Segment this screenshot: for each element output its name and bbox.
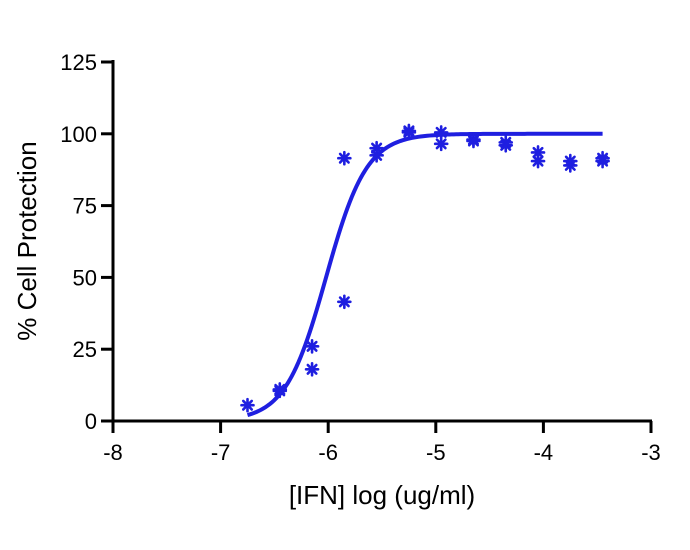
axes-layer bbox=[111, 60, 652, 423]
data-point-22 bbox=[595, 153, 610, 169]
x-tick-label-2: -6 bbox=[318, 440, 338, 465]
y-tick-label-2: 50 bbox=[73, 265, 97, 290]
data-point-14 bbox=[466, 132, 481, 147]
x-tick-label-4: -4 bbox=[534, 440, 554, 465]
data-point-5 bbox=[337, 150, 352, 166]
x-tick-label-5: -3 bbox=[641, 440, 661, 465]
x-tick-label-1: -7 bbox=[211, 440, 231, 465]
fit-curve bbox=[246, 131, 603, 418]
y-tick-label-3: 75 bbox=[73, 194, 97, 219]
data-point-6 bbox=[337, 294, 352, 310]
data-point-10 bbox=[401, 123, 417, 139]
data-point-3 bbox=[304, 339, 320, 354]
data-point-17 bbox=[530, 145, 546, 160]
ticks-layer: 0 25 50 75 100 125 -8 -7 -6 -5 -4 -3 bbox=[60, 50, 661, 465]
data-point-2 bbox=[272, 382, 288, 397]
data-point-18 bbox=[530, 153, 546, 169]
fit-curve-layer bbox=[246, 131, 603, 418]
x-axis-title: [IFN] log (ug/ml) bbox=[289, 480, 475, 510]
data-point-8 bbox=[369, 148, 384, 163]
data-point-4 bbox=[304, 362, 320, 377]
y-tick-label-4: 100 bbox=[60, 122, 97, 147]
y-tick-label-5: 125 bbox=[60, 50, 97, 75]
data-points-layer bbox=[240, 123, 610, 413]
y-axis-title: % Cell Protection bbox=[12, 141, 42, 340]
data-point-0 bbox=[240, 397, 255, 413]
data-point-20 bbox=[562, 158, 578, 173]
x-tick-label-0: -8 bbox=[103, 440, 123, 465]
data-point-11 bbox=[433, 125, 449, 140]
data-point-12 bbox=[433, 136, 449, 152]
y-tick-label-1: 25 bbox=[73, 337, 97, 362]
y-tick-label-0: 0 bbox=[85, 409, 97, 434]
x-tick-label-3: -5 bbox=[426, 440, 446, 465]
data-point-16 bbox=[498, 137, 514, 153]
